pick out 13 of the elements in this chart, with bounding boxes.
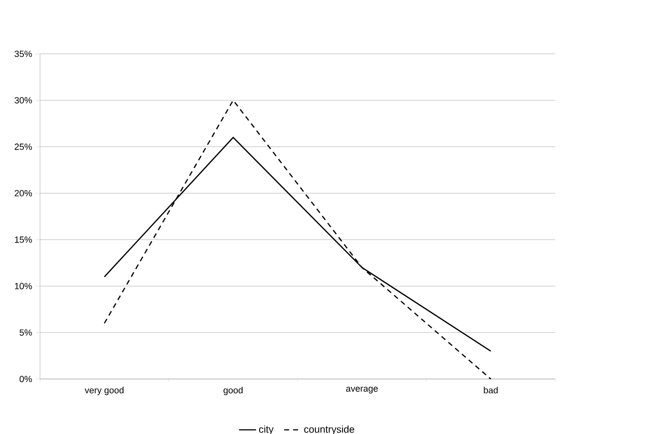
y-tick-label: 20% xyxy=(14,190,32,196)
x-tick-label: very good xyxy=(84,386,124,396)
y-tick-label: 25% xyxy=(14,144,32,150)
x-tick-label: average xyxy=(346,386,378,394)
y-tick-label: 5% xyxy=(20,329,32,336)
y-tick-label: 0% xyxy=(20,376,32,382)
y-tick-label: 10% xyxy=(14,282,32,290)
x-tick-label: bad xyxy=(484,386,498,394)
x-tick-label: good xyxy=(224,386,243,396)
y-tick-label: 30% xyxy=(14,97,32,104)
y-tick-label: 15% xyxy=(14,236,32,243)
y-tick-label: 35% xyxy=(14,50,32,58)
line-series xyxy=(104,100,492,380)
